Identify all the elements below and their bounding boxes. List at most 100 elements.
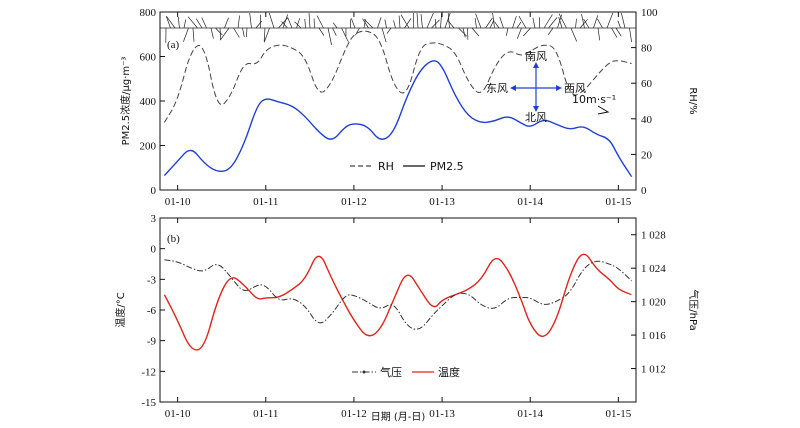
wind-barb (581, 14, 585, 29)
wind-barb (246, 27, 248, 38)
wind-barb (492, 12, 495, 29)
panel-a: 01-10 01-11 01-12 01-13 01-14 01-150200400600… (119, 7, 698, 208)
panel-a-ytick-left-label: 200 (140, 141, 157, 153)
wind-barb (558, 13, 567, 29)
panel-a-ytick-right-label: 80 (641, 43, 653, 55)
wind-barb (494, 21, 500, 29)
wind-barb (177, 16, 180, 29)
panel-b-ytick-left-label: -15 (141, 397, 156, 409)
wind-barb (219, 27, 222, 40)
panel-b-axes: 01-10 01-11 01-12 01-13 01-14 01-15 3 0 -3 -6 -9 -1… (141, 213, 666, 420)
wind-barb (224, 17, 229, 29)
wind-barb (597, 27, 601, 41)
wind-barb (233, 27, 240, 38)
panel-b-ytick-left-label: -12 (141, 366, 156, 378)
wind-barb (543, 14, 553, 29)
legend-pressure-marker (362, 370, 366, 374)
panel-a-series (163, 30, 633, 178)
series-line-temperature (163, 253, 633, 351)
panel-a-ytick-right-label: 60 (641, 78, 653, 90)
panel-a-ytick-left-label: 0 (151, 185, 157, 197)
wind-barb (474, 18, 477, 29)
panel-b-xtick-label: 01-10 (165, 408, 191, 420)
wind-barb (268, 12, 275, 29)
wind-barb (332, 22, 338, 29)
wind-barb (187, 16, 198, 29)
panel-a-ytick-right-label: 100 (641, 7, 658, 19)
panel-a-xtick-label: 01-13 (429, 196, 455, 208)
wind-barb (420, 14, 423, 29)
wind-barb (362, 18, 369, 29)
wind-barb (210, 27, 214, 39)
panel-b-xtick-label: 01-11 (253, 408, 278, 420)
wind-barb (620, 12, 626, 29)
wind-barb (548, 17, 558, 29)
wind-barb (308, 12, 311, 29)
wind-barb (316, 15, 324, 29)
panel-a-xtick-label: 01-15 (606, 196, 632, 208)
series-line-pm25 (163, 60, 633, 178)
wind-rose-north-arrow (533, 62, 539, 68)
panel-b-ytick-right-label: 1 012 (641, 364, 666, 376)
wind-barb (485, 17, 493, 29)
legend-pm25-label: PM2.5 (430, 160, 464, 173)
wind-barb (398, 15, 401, 29)
wind-rose-west-label: 东风 (486, 82, 508, 95)
wind-barb (282, 14, 289, 29)
panel-b-ytick-left-label: -3 (147, 274, 157, 286)
wind-barb (318, 27, 325, 36)
wind-barb (434, 19, 437, 29)
wind-rose-north-label: 南风 (525, 50, 547, 63)
wind-barb (363, 18, 374, 29)
panel-b-ytick-right-label: 1 016 (641, 330, 666, 342)
panel-b: 01-10 01-11 01-12 01-13 01-14 01-15 3 0 -3 -6 -9 -1… (114, 213, 700, 423)
wind-barb (505, 27, 509, 36)
panel-a-xtick-label: 01-14 (517, 196, 543, 208)
panel-b-xtick-label: 01-13 (429, 408, 455, 420)
legend-temperature-label: 温度 (438, 365, 460, 379)
wind-barb (363, 19, 366, 29)
wind-rose-south-label: 北风 (525, 111, 547, 124)
wind-barb (512, 16, 517, 29)
wind-barb (393, 20, 396, 29)
wind-barb (242, 27, 245, 38)
wind-barb (558, 16, 563, 29)
wind-barb (516, 21, 522, 29)
panel-b-ylabel-right: 气压/hPa (687, 289, 700, 330)
wind-barb (166, 16, 171, 29)
wind-barb (219, 27, 230, 41)
legend-pressure-label: 气压 (380, 365, 402, 379)
panel-b-xtick-label: 01-15 (606, 408, 632, 420)
panel-a-ytick-right-label: 20 (641, 149, 653, 161)
series-line-rh (163, 30, 633, 123)
wind-barb (201, 17, 207, 29)
panel-b-xtick-label: 01-12 (341, 408, 367, 420)
panel-b-legend: 气压 温度 (352, 365, 460, 379)
panel-b-ylabel-left: 温度/°C (114, 292, 127, 327)
wind-barb (611, 27, 618, 38)
wind-barb (447, 20, 455, 29)
panel-a-ylabel-left: PM2.5浓度/μg·m⁻³ (119, 57, 132, 146)
panel-b-series (163, 253, 633, 351)
wind-barb (471, 27, 480, 37)
wind-barb (341, 27, 349, 43)
wind-barb (332, 27, 337, 36)
wind-barb (355, 27, 360, 36)
wind-barb (606, 12, 614, 29)
legend-rh-label: RH (378, 160, 394, 173)
panel-a-xtick-label: 01-10 (165, 196, 191, 208)
wind-rose-south-arrow (533, 106, 539, 112)
wind-barb (377, 17, 382, 29)
wind-barb (440, 12, 442, 29)
panel-a-wind-barbs (160, 12, 636, 46)
panel-a-ytick-right-label: 40 (641, 114, 653, 126)
panel-a-axes: 01-10 01-11 01-12 01-13 01-14 01-150200400600… (140, 7, 659, 208)
wind-barb (444, 12, 451, 29)
wind-barb (615, 27, 622, 37)
panel-a-ytick-right-label: 0 (641, 185, 647, 197)
series-line-pressure (164, 259, 633, 330)
wind-barb (327, 27, 332, 46)
wind-barb (516, 27, 522, 39)
wind-rose-east-arrow (556, 85, 562, 91)
